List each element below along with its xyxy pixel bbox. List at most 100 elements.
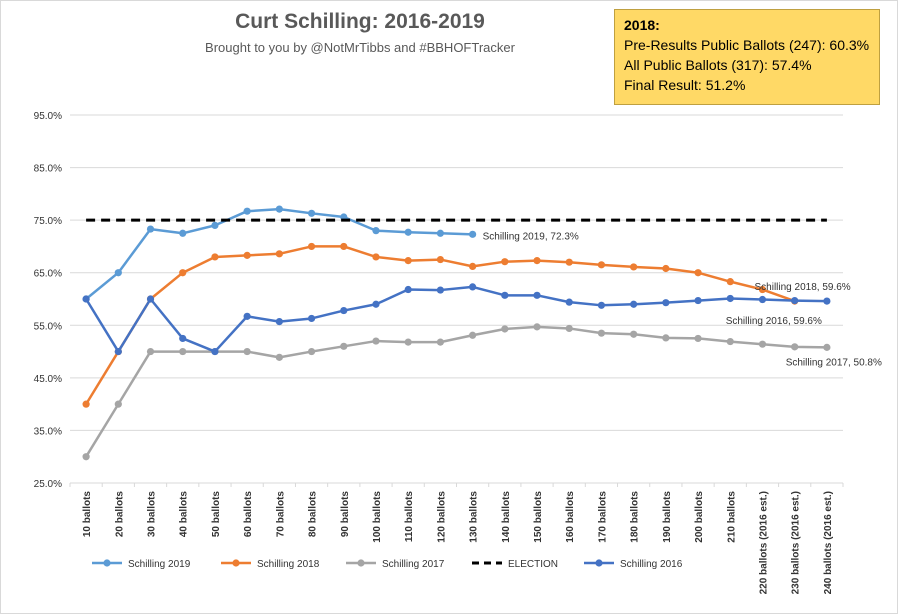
schilling-2017-point: [243, 347, 251, 356]
schilling-2018-point: [243, 251, 251, 259]
schilling-2016-point: [565, 298, 573, 306]
schilling-2018-point: [597, 261, 606, 269]
schilling-2016-point: [630, 300, 638, 308]
schilling-2016-point: [597, 301, 606, 309]
x-tick-label: 90 ballots: [340, 491, 351, 538]
schilling-2017-point: [436, 338, 444, 346]
chart-subtitle: Brought to you by @NotMrTibbs and #BBHOF…: [205, 40, 515, 55]
info-box-final-result: Final Result: 51.2%: [624, 77, 746, 93]
schilling-2017-point: [823, 343, 831, 351]
schilling-2016-point: [179, 334, 187, 343]
y-tick-label: 85.0%: [34, 164, 62, 175]
x-tick-label: 220 ballots (2016 est.): [758, 491, 769, 594]
x-tick-label: 190 ballots: [662, 491, 673, 543]
schilling-2018-point: [726, 278, 734, 286]
x-tick-label: 150 ballots: [533, 491, 544, 543]
schilling-2017-line: [85, 325, 827, 458]
schilling-2019-point: [114, 269, 122, 277]
x-tick-label: 20 ballots: [114, 491, 125, 538]
schilling-2019-point: [404, 228, 412, 236]
schilling-2018-point: [211, 253, 219, 261]
schilling-2017-point: [791, 343, 799, 351]
info-box-year: 2018:: [624, 17, 660, 33]
x-tick-label: 40 ballots: [179, 491, 190, 538]
schilling-2018-point: [372, 253, 380, 261]
y-tick-label: 45.0%: [34, 374, 62, 385]
y-tick-label: 35.0%: [34, 426, 62, 437]
schilling-2018-point: [404, 257, 412, 265]
schilling-2017-point: [82, 453, 90, 461]
x-tick-label: 130 ballots: [469, 491, 480, 543]
schilling-2019-point: [275, 205, 283, 213]
schilling-2016-point: [791, 296, 799, 305]
schilling-2016-point: [533, 291, 541, 299]
schilling-2019-point: [179, 229, 187, 237]
x-tick-label: 80 ballots: [308, 491, 319, 538]
legend-marker: [232, 559, 240, 567]
legend-label: Schilling 2018: [257, 559, 320, 570]
schilling-2016-point: [82, 295, 90, 303]
x-tick-label: 140 ballots: [501, 491, 512, 543]
legend-label: Schilling 2019: [128, 559, 191, 570]
legend-label: Schilling 2016: [620, 559, 683, 570]
schilling-2016-point: [211, 347, 219, 356]
x-tick-label: 170 ballots: [597, 491, 608, 543]
schilling-2017-point: [662, 334, 670, 342]
schilling-2016-line: [85, 285, 827, 353]
schilling-2019-point: [469, 230, 477, 238]
schilling-2016-point: [372, 300, 380, 308]
schilling-2019-point: [307, 209, 316, 217]
schilling-2017-point: [694, 334, 702, 343]
schilling-2018-point: [662, 264, 670, 273]
x-tick-label: 210 ballots: [726, 491, 737, 543]
schilling-2016-point: [404, 285, 412, 294]
x-tick-label: 50 ballots: [211, 491, 222, 538]
series-annotation: Schilling 2016, 59.6%: [726, 316, 822, 327]
schilling-2016-point: [662, 299, 670, 307]
x-tick-label: 160 ballots: [565, 491, 576, 543]
schilling-2018-point: [533, 257, 541, 265]
legend-label: ELECTION: [508, 559, 558, 570]
x-tick-label: 230 ballots (2016 est.): [791, 491, 802, 594]
schilling-2018-point: [630, 263, 638, 271]
schilling-2019-point: [211, 221, 219, 229]
legend-marker: [103, 559, 111, 567]
schilling-2016-point: [146, 295, 155, 303]
schilling-2018-point: [307, 242, 316, 251]
info-box-all-public: All Public Ballots (317): 57.4%: [624, 57, 812, 73]
x-tick-label: 110 ballots: [404, 491, 415, 543]
schilling-2019-point: [243, 207, 251, 215]
series-annotation: Schilling 2019, 72.3%: [483, 231, 579, 242]
schilling-2016-point: [469, 283, 477, 291]
schilling-2016-point: [340, 306, 348, 315]
chart-title: Curt Schilling: 2016-2019: [235, 10, 485, 33]
schilling-2016-point: [726, 294, 734, 303]
schilling-2017-point: [372, 337, 380, 345]
series-annotation: Schilling 2017, 50.8%: [786, 357, 882, 368]
schilling-2018-point: [275, 250, 283, 258]
schilling-2017-point: [275, 353, 283, 361]
series-annotation: Schilling 2018, 59.6%: [755, 282, 851, 293]
y-tick-label: 75.0%: [34, 216, 62, 227]
x-tick-label: 200 ballots: [694, 491, 705, 543]
x-tick-label: 60 ballots: [243, 491, 254, 538]
schilling-2017-point: [340, 342, 348, 350]
schilling-2018-point: [82, 400, 90, 408]
schilling-2016-point: [243, 312, 251, 320]
schilling-2016-point: [114, 347, 122, 356]
schilling-2016-point: [307, 314, 316, 323]
schilling-2018-point: [694, 269, 702, 277]
schilling-2016-point: [823, 297, 831, 305]
info-box-pre-results: Pre-Results Public Ballots (247): 60.3%: [624, 37, 870, 53]
schilling-2017-point: [469, 331, 477, 339]
schilling-2017-point: [179, 347, 187, 356]
schilling-2017-point: [114, 400, 122, 408]
schilling-2017-point: [533, 323, 541, 331]
schilling-2018-point: [565, 258, 573, 266]
schilling-2018-point: [179, 269, 187, 277]
x-tick-label: 10 ballots: [82, 491, 93, 538]
x-tick-label: 120 ballots: [436, 491, 447, 543]
schilling-2017-point: [404, 338, 412, 346]
x-tick-label: 180 ballots: [630, 491, 641, 543]
